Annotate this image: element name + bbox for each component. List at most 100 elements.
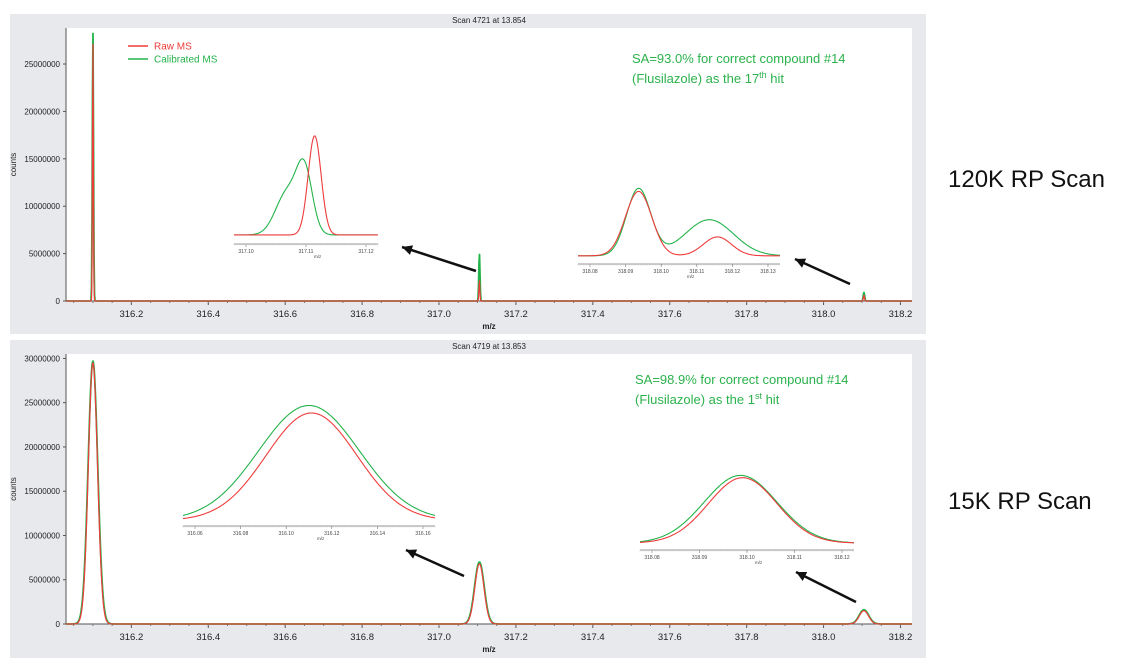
arrow-shaft xyxy=(794,257,851,286)
sa-annotation-line1: SA=98.9% for correct compound #14 xyxy=(635,372,849,387)
inset-tick-label: 318.08 xyxy=(644,555,660,561)
inset-tick-label: 317.12 xyxy=(358,249,374,255)
legend-calibrated-label: Calibrated MS xyxy=(154,55,218,66)
inset-x-label: m/z xyxy=(687,274,695,279)
arrow-shaft xyxy=(401,245,477,273)
inset-tick-label: 316.14 xyxy=(370,531,386,537)
x-tick-label: 317.0 xyxy=(427,632,451,643)
inset-tick-label: 318.13 xyxy=(760,269,776,275)
inset-tick-label: 318.11 xyxy=(689,269,704,275)
inset-x-label: m/z xyxy=(317,536,325,541)
y-tick-label: 5000000 xyxy=(29,250,61,259)
chart-panel-120k: Scan 4721 at 13.854 0 5000000 10000000 15000… xyxy=(9,14,926,334)
arrow-to-inset-318 xyxy=(794,257,851,286)
arrow-head xyxy=(402,245,414,255)
inset-background xyxy=(183,390,435,542)
sa-annotation-text: (Flusilazole) as the 1 xyxy=(635,392,755,407)
inset-tick-label: 317.10 xyxy=(238,249,254,255)
y-tick-label: 25000000 xyxy=(24,60,60,69)
x-tick-label: 317.6 xyxy=(658,309,682,320)
chart-svg-15k: Scan 4719 at 13.853 0 5000000 10000000 15000… xyxy=(9,342,913,654)
x-tick-label: 316.8 xyxy=(350,632,374,643)
inset-tick-label: 318.08 xyxy=(582,269,598,275)
inset-calibrated-line xyxy=(639,474,854,544)
sa-annotation-line2: (Flusilazole) as the 17th hit xyxy=(632,70,784,86)
inset-tick-label: 318.11 xyxy=(787,555,802,561)
inset-background xyxy=(578,167,780,280)
x-tick-label: 318.2 xyxy=(889,632,913,643)
inset-tick-label: 318.12 xyxy=(834,555,850,561)
plot-area xyxy=(66,28,912,301)
legend-raw-label: Raw MS xyxy=(154,42,192,53)
inset-raw-line xyxy=(640,477,854,544)
x-tick-label: 317.8 xyxy=(735,632,759,643)
y-tick-label: 10000000 xyxy=(24,531,60,540)
rp-scan-label-120k: 120K RP Scan xyxy=(948,166,1105,193)
x-tick-label: 316.2 xyxy=(119,309,143,320)
inset-background xyxy=(640,462,854,566)
inset-background xyxy=(234,112,378,260)
x-tick-label: 318.0 xyxy=(812,309,836,320)
sa-annotation-superscript: st xyxy=(755,391,763,401)
x-axis-label: m/z xyxy=(482,322,495,331)
rp-scan-label-15k: 15K RP Scan xyxy=(948,488,1092,515)
x-tick-label: 316.4 xyxy=(196,309,220,320)
sa-annotation-text: (Flusilazole) as the 17 xyxy=(632,71,759,86)
chart-svg-120k: Scan 4721 at 13.854 0 5000000 10000000 15000… xyxy=(9,16,913,331)
y-tick-label: 20000000 xyxy=(24,107,60,116)
inset-x-label: m/z xyxy=(314,254,322,259)
y-tick-label: 5000000 xyxy=(29,576,61,585)
arrow-head xyxy=(406,549,418,559)
y-tick-label: 10000000 xyxy=(24,202,60,211)
inset-tick-label: 318.10 xyxy=(654,269,670,275)
inset-raw-line xyxy=(234,135,378,236)
x-axis-label: m/z xyxy=(482,645,495,654)
arrow-to-inset-317-15k xyxy=(405,548,465,578)
arrow-shaft xyxy=(795,570,857,604)
inset-peak-317-15k: 316.06 316.08 316.10 316.12 316.14 316.16 m/z xyxy=(182,390,436,542)
y-tick-label: 0 xyxy=(56,620,61,629)
y-tick-label: 15000000 xyxy=(24,487,60,496)
x-tick-label: 316.8 xyxy=(350,309,374,320)
sa-annotation-suffix: hit xyxy=(767,71,785,86)
x-tick-label: 317.4 xyxy=(581,309,605,320)
sa-annotation-line1: SA=93.0% for correct compound #14 xyxy=(632,51,846,66)
raw-ms-line xyxy=(65,43,913,302)
inset-tick-label: 316.06 xyxy=(187,531,203,537)
inset-peak-318: 318.08 318.09 318.10 318.11 318.12 318.13 m/z xyxy=(577,167,780,280)
x-tick-label: 317.4 xyxy=(581,632,605,643)
inset-tick-label: 316.12 xyxy=(324,531,340,537)
inset-tick-label: 316.16 xyxy=(415,531,431,537)
sa-annotation-line2: (Flusilazole) as the 1st hit xyxy=(635,391,780,407)
x-tick-label: 317.8 xyxy=(735,309,759,320)
inset-tick-label: 318.12 xyxy=(725,269,741,275)
y-tick-label: 20000000 xyxy=(24,443,60,452)
arrow-head xyxy=(795,258,807,268)
inset-tick-label: 316.08 xyxy=(233,531,249,537)
x-tick-label: 317.0 xyxy=(427,309,451,320)
chart-title: Scan 4721 at 13.854 xyxy=(452,16,526,25)
inset-calibrated-line xyxy=(182,404,436,516)
inset-tick-label: 318.09 xyxy=(692,555,708,561)
y-tick-label: 25000000 xyxy=(24,399,60,408)
x-tick-label: 317.2 xyxy=(504,632,528,643)
x-tick-label: 317.6 xyxy=(658,632,682,643)
inset-peak-317: 317.10 317.11 317.12 m/z xyxy=(233,112,379,260)
x-tick-label: 317.2 xyxy=(504,309,528,320)
raw-ms-line xyxy=(65,362,913,625)
inset-tick-label: 318.09 xyxy=(618,269,634,275)
arrow-head xyxy=(796,572,808,581)
x-tick-label: 316.6 xyxy=(273,309,297,320)
inset-tick-label: 316.10 xyxy=(279,531,295,537)
inset-tick-label: 317.11 xyxy=(299,249,314,255)
x-tick-label: 316.4 xyxy=(196,632,220,643)
inset-raw-line xyxy=(182,412,436,520)
y-axis-label: counts xyxy=(9,477,18,501)
inset-calibrated-line xyxy=(578,187,780,257)
y-axis-label: counts xyxy=(9,153,18,177)
x-tick-label: 318.2 xyxy=(889,309,913,320)
arrow-to-inset-318-15k xyxy=(795,570,857,604)
y-tick-label: 0 xyxy=(56,297,61,306)
arrow-shaft xyxy=(405,548,465,578)
sa-annotation-superscript: th xyxy=(759,70,767,80)
